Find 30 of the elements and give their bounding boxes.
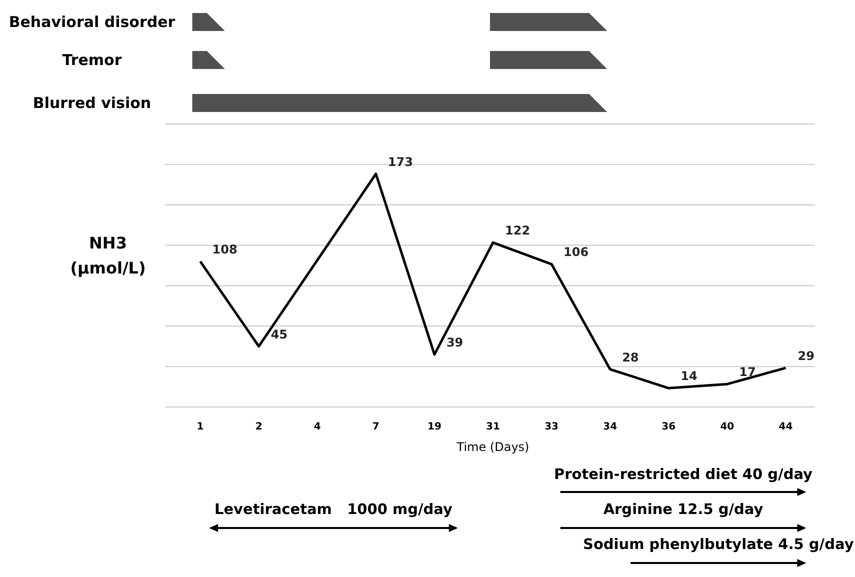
category-label: Blurred vision (32, 94, 152, 112)
data-label: 108 (212, 242, 238, 256)
x-tick-label: 7 (372, 422, 380, 432)
x-tick-label: 33 (544, 422, 559, 432)
data-label: 14 (680, 369, 698, 384)
x-tick-label: 40 (720, 422, 734, 432)
text: Arginine 12.5 g/day (603, 502, 764, 518)
data-label: 122 (505, 224, 530, 238)
x-tick-label: 31 (486, 422, 500, 432)
category-label: Behavioral disorder (8, 13, 176, 31)
x-axis-title: Time (Days) (456, 440, 530, 454)
x-tick-label: 44 (778, 422, 793, 432)
x-tick-label: 1 (196, 422, 204, 432)
data-label: 45 (270, 327, 288, 342)
x-tick-label: 36 (662, 422, 676, 432)
data-label: 28 (622, 350, 639, 364)
data-label: 173 (388, 154, 413, 169)
data-label: 106 (564, 245, 589, 260)
text: Protein-restricted diet 40 g/day (554, 467, 814, 483)
data-label: 29 (798, 348, 814, 363)
text: Levetiracetam 1000 mg/day (214, 502, 453, 518)
text: Sodium phenylbutylate 4.5 g/day (583, 537, 854, 553)
x-tick-label: 4 (314, 422, 321, 432)
x-tick-label: 2 (255, 422, 262, 432)
x-tick-label: 19 (427, 422, 442, 432)
data-label: 17 (739, 365, 756, 380)
category-label: Tremor (62, 51, 122, 69)
data-label: 39 (446, 335, 464, 350)
x-tick-label: 34 (603, 422, 618, 432)
y-axis-title: NH3 (μmol/L) (70, 234, 146, 278)
